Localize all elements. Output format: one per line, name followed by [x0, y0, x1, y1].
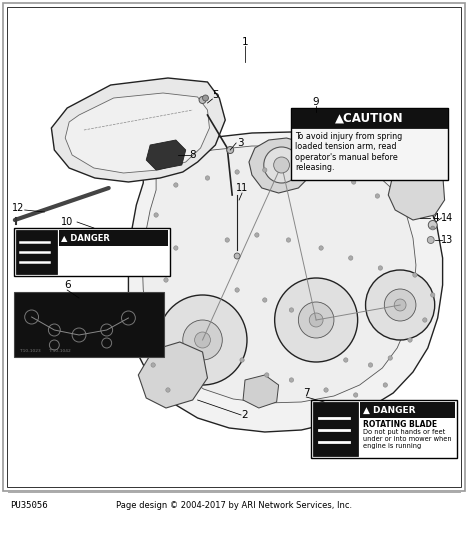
Circle shape [384, 289, 416, 321]
Circle shape [289, 378, 293, 382]
Circle shape [298, 302, 334, 338]
Text: 9: 9 [313, 97, 319, 107]
Circle shape [183, 320, 222, 360]
Circle shape [274, 278, 358, 362]
Circle shape [408, 338, 412, 342]
Bar [16, 230, 57, 274]
Circle shape [430, 293, 435, 297]
Polygon shape [142, 146, 416, 403]
Circle shape [344, 358, 348, 362]
Circle shape [205, 176, 210, 180]
Bar [59, 230, 168, 246]
Circle shape [264, 373, 269, 377]
Text: PU35056: PU35056 [10, 500, 47, 509]
Polygon shape [243, 375, 279, 408]
Circle shape [263, 298, 267, 302]
Circle shape [156, 308, 160, 312]
Text: Page design © 2004-2017 by ARI Network Services, Inc.: Page design © 2004-2017 by ARI Network S… [116, 500, 352, 509]
Polygon shape [146, 140, 186, 170]
Circle shape [309, 313, 323, 327]
Text: ▲CAUTION: ▲CAUTION [335, 112, 404, 124]
Circle shape [352, 180, 356, 184]
Circle shape [348, 256, 353, 260]
Circle shape [319, 246, 323, 250]
Polygon shape [138, 342, 208, 408]
Circle shape [286, 238, 291, 242]
Bar [292, 108, 447, 128]
Circle shape [431, 226, 435, 230]
Bar [7, 7, 461, 487]
Circle shape [235, 288, 239, 292]
Circle shape [234, 253, 240, 259]
Text: 3: 3 [237, 138, 243, 148]
Text: 10: 10 [61, 217, 73, 227]
Circle shape [365, 270, 435, 340]
Circle shape [413, 273, 417, 277]
Circle shape [227, 147, 234, 154]
Text: 2: 2 [242, 410, 248, 420]
Text: 12: 12 [11, 203, 24, 213]
Text: ARI: ARI [155, 228, 334, 312]
Circle shape [322, 173, 326, 177]
Text: 8: 8 [189, 150, 196, 160]
Circle shape [195, 332, 210, 348]
Circle shape [202, 95, 209, 101]
Circle shape [423, 318, 427, 322]
Circle shape [394, 299, 406, 311]
Polygon shape [51, 78, 225, 182]
Bar [14, 292, 164, 357]
Circle shape [289, 308, 293, 312]
Circle shape [151, 363, 155, 367]
Text: ▲ DANGER: ▲ DANGER [363, 405, 415, 415]
Circle shape [378, 266, 383, 270]
Circle shape [368, 363, 373, 367]
Circle shape [375, 194, 380, 198]
Circle shape [158, 295, 247, 385]
Circle shape [292, 168, 297, 172]
Circle shape [166, 388, 170, 392]
Text: 14: 14 [441, 213, 454, 223]
Polygon shape [249, 138, 314, 193]
Circle shape [173, 246, 178, 250]
Bar [360, 402, 456, 418]
Text: 11: 11 [236, 183, 248, 193]
Text: ROTATING BLADE: ROTATING BLADE [363, 420, 437, 429]
Text: 4: 4 [432, 213, 439, 223]
Circle shape [324, 388, 328, 392]
Bar [292, 108, 447, 180]
Text: Do not put hands or feet
under or into mower when
engine is running: Do not put hands or feet under or into m… [363, 429, 451, 449]
Text: To avoid injury from spring
loaded tension arm, read
operator's manual before
re: To avoid injury from spring loaded tensi… [295, 132, 402, 172]
Circle shape [354, 393, 358, 397]
Text: 13: 13 [441, 235, 454, 245]
Bar [311, 400, 457, 458]
Text: 7: 7 [303, 388, 310, 398]
Circle shape [240, 358, 244, 362]
Text: T:10-1023      T:10-1042: T:10-1023 T:10-1042 [19, 349, 71, 353]
Circle shape [427, 237, 434, 243]
Circle shape [199, 97, 206, 103]
Circle shape [428, 221, 437, 229]
Circle shape [154, 213, 158, 217]
Polygon shape [128, 132, 443, 432]
Polygon shape [65, 93, 210, 173]
Circle shape [383, 383, 387, 387]
Text: ▲ DANGER: ▲ DANGER [61, 233, 110, 243]
Bar [14, 228, 170, 276]
Bar [3, 3, 465, 491]
Circle shape [173, 183, 178, 187]
Text: 1: 1 [242, 37, 248, 47]
Text: 5: 5 [212, 90, 219, 100]
Circle shape [264, 147, 300, 183]
Circle shape [235, 170, 239, 174]
Circle shape [225, 238, 229, 242]
Circle shape [255, 233, 259, 237]
Circle shape [164, 278, 168, 282]
Bar [313, 402, 358, 456]
Text: 6: 6 [64, 280, 71, 290]
Circle shape [263, 168, 267, 172]
Circle shape [388, 356, 392, 360]
Circle shape [273, 157, 290, 173]
Polygon shape [388, 160, 445, 220]
